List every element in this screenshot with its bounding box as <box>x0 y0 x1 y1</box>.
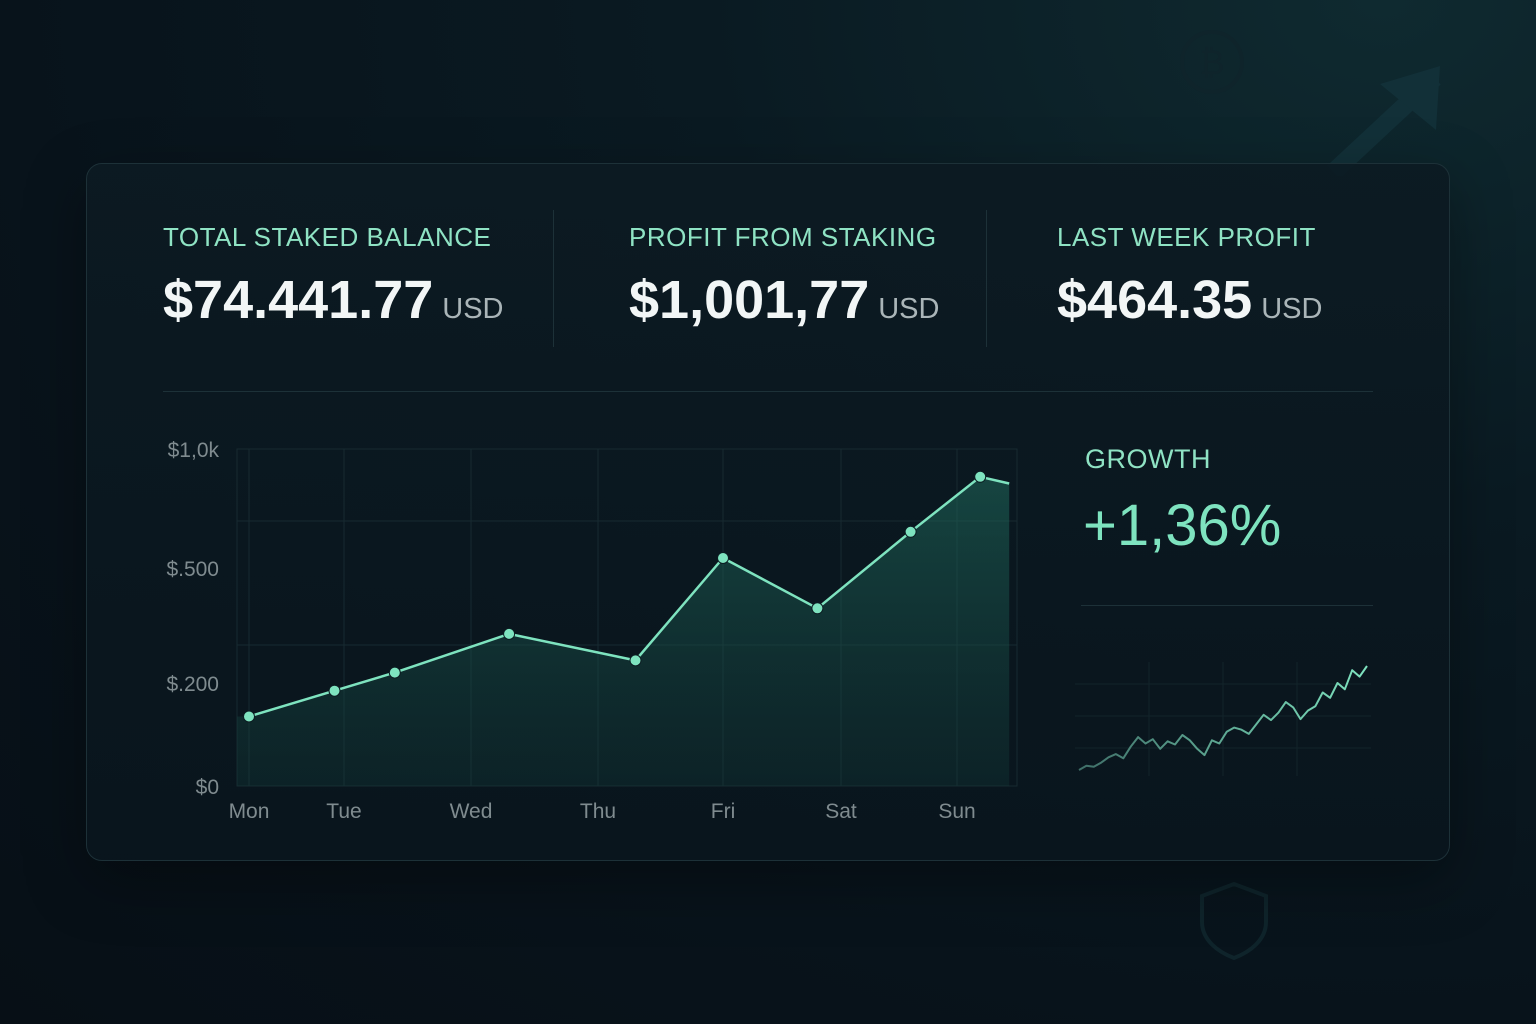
stat-unit: USD <box>1261 293 1323 325</box>
shield-icon <box>1200 881 1268 960</box>
sparkline-grid <box>1075 662 1371 776</box>
y-tick-label: $.500 <box>166 558 219 581</box>
bitcoin-coin-icon: ₿ <box>1180 30 1244 94</box>
y-tick-label: $1,0k <box>168 439 220 462</box>
stat-value: $1,001,77 <box>629 270 870 330</box>
data-point <box>904 525 917 538</box>
data-point <box>717 552 729 564</box>
series-line <box>248 475 1010 718</box>
data-point <box>388 666 401 679</box>
growth-label: GROWTH <box>1085 444 1211 474</box>
stat-label: LAST WEEK PROFIT <box>1057 222 1316 252</box>
area-fill <box>237 476 1010 786</box>
stat-label: TOTAL STAKED BALANCE <box>163 222 492 252</box>
growth-sparkline-chart <box>1075 662 1371 776</box>
data-point <box>974 470 987 483</box>
trend-up-arrow-icon <box>1327 66 1441 176</box>
weekly-profit-chart: $0 $.200 $.500 $1,0k Mon Tue Wed Thu Fri Sat Sun <box>166 439 1018 823</box>
stat-label: PROFIT FROM STAKING <box>629 222 937 252</box>
stat-value: $464.35 <box>1057 270 1253 330</box>
x-tick-label: Thu <box>580 800 616 823</box>
stat-unit: USD <box>442 293 504 325</box>
sparkline-series-line <box>1078 665 1368 771</box>
x-tick-label: Sun <box>938 800 975 823</box>
svg-text:₿: ₿ <box>1199 43 1224 83</box>
data-point <box>811 602 824 615</box>
data-point <box>629 654 642 667</box>
staking-summary-card: TOTAL STAKED BALANCE $74.441.77 USD PROF… <box>86 163 1450 861</box>
stat-divider <box>986 210 987 347</box>
stat-profit-from-staking: PROFIT FROM STAKING $1,001,77 USD <box>629 222 939 331</box>
stat-total-staked-balance: TOTAL STAKED BALANCE $74.441.77 USD <box>163 222 504 331</box>
section-divider <box>163 391 1373 392</box>
stat-last-week-profit: LAST WEEK PROFIT $464.35 USD <box>1057 222 1322 331</box>
data-point <box>503 627 516 640</box>
data-point <box>328 684 341 697</box>
x-tick-label: Wed <box>450 800 493 823</box>
growth-value: +1,36% <box>1083 493 1282 558</box>
stat-value: $74.441.77 <box>163 270 434 330</box>
y-tick-label: $.200 <box>166 673 219 696</box>
growth-divider <box>1081 605 1373 606</box>
data-point <box>243 710 255 723</box>
x-tick-label: Fri <box>711 800 736 823</box>
x-tick-label: Sat <box>825 800 857 823</box>
x-tick-label: Tue <box>326 800 361 823</box>
y-tick-label: $0 <box>196 776 219 799</box>
stat-unit: USD <box>878 293 940 325</box>
x-tick-label: Mon <box>229 800 270 823</box>
stat-divider <box>553 210 554 347</box>
